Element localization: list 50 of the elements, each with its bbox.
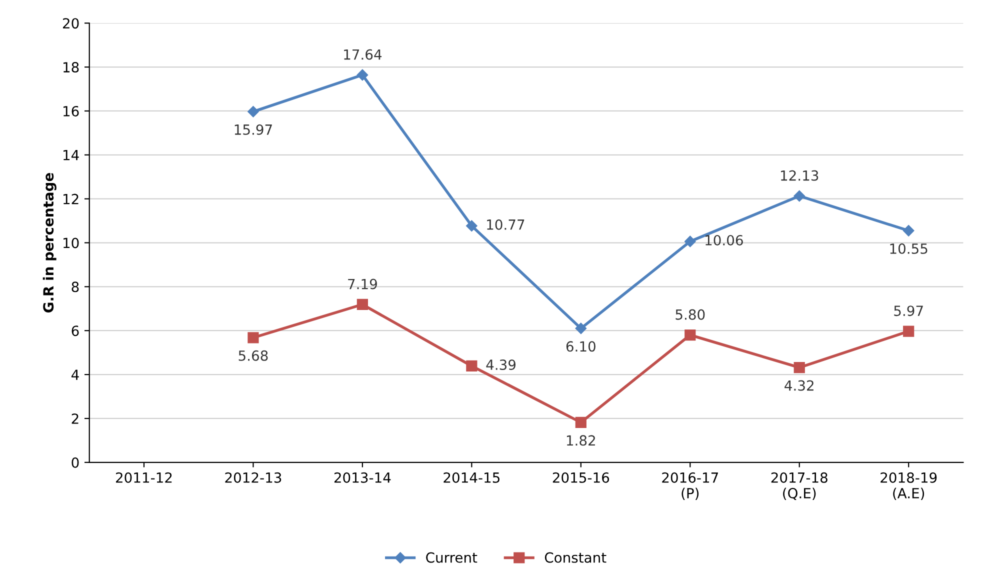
y-tick-label: 6 bbox=[72, 326, 79, 336]
point bbox=[794, 190, 805, 202]
legend-label: Constant bbox=[544, 552, 606, 563]
x-tick-label: 2014-15 bbox=[444, 472, 500, 483]
data-label: 17.64 bbox=[344, 49, 382, 60]
data-label: 6.10 bbox=[566, 341, 596, 352]
point bbox=[466, 220, 478, 232]
data-label: 10.77 bbox=[487, 219, 524, 230]
point bbox=[575, 322, 587, 334]
data-label: 10.06 bbox=[706, 234, 743, 246]
y-axis-title: G.R in percentage bbox=[42, 173, 56, 312]
x-tick-label: 2017-18 (Q.E) bbox=[771, 472, 828, 500]
point bbox=[794, 362, 805, 374]
x-tick-label: 2016-17 (P) bbox=[662, 472, 718, 500]
point bbox=[356, 298, 368, 310]
point bbox=[248, 332, 259, 344]
data-label: 10.55 bbox=[890, 243, 928, 254]
data-label: 4.39 bbox=[486, 360, 516, 370]
x-tick-label: 2018-19 (A.E) bbox=[880, 472, 937, 500]
x-tick-label: 2012-13 bbox=[225, 472, 282, 483]
x-tick-label: 2011-12 bbox=[116, 472, 172, 483]
y-tick-label: 20 bbox=[62, 18, 79, 29]
y-tick-label: 16 bbox=[64, 106, 79, 116]
y-tick-label: 0 bbox=[72, 457, 79, 468]
data-label: 5.68 bbox=[238, 350, 268, 361]
point bbox=[466, 360, 478, 372]
point bbox=[902, 225, 914, 236]
data-label: 4.32 bbox=[784, 380, 814, 391]
data-label: 1.82 bbox=[566, 435, 595, 446]
data-label: 5.80 bbox=[676, 309, 705, 320]
y-tick-label: 14 bbox=[64, 150, 79, 160]
y-tick-label: 10 bbox=[64, 238, 79, 248]
x-tick-label: 2013-14 bbox=[334, 472, 391, 483]
y-tick-label: 2 bbox=[72, 413, 78, 424]
data-label: 12.13 bbox=[781, 170, 818, 181]
point bbox=[684, 236, 696, 248]
point bbox=[684, 329, 696, 341]
y-tick-label: 18 bbox=[64, 62, 79, 73]
y-tick-label: 4 bbox=[71, 370, 79, 380]
data-label: 5.97 bbox=[894, 306, 923, 316]
x-tick-label: 2015-16 bbox=[552, 472, 610, 483]
data-label: 7.19 bbox=[348, 278, 377, 290]
point bbox=[575, 416, 586, 428]
point bbox=[248, 106, 259, 118]
y-tick-label: 8 bbox=[72, 282, 79, 292]
y-tick-label: 12 bbox=[64, 194, 78, 204]
data-label: 15.97 bbox=[234, 124, 272, 135]
legend-label: Current bbox=[426, 552, 478, 563]
point bbox=[356, 69, 368, 81]
point bbox=[903, 326, 914, 337]
